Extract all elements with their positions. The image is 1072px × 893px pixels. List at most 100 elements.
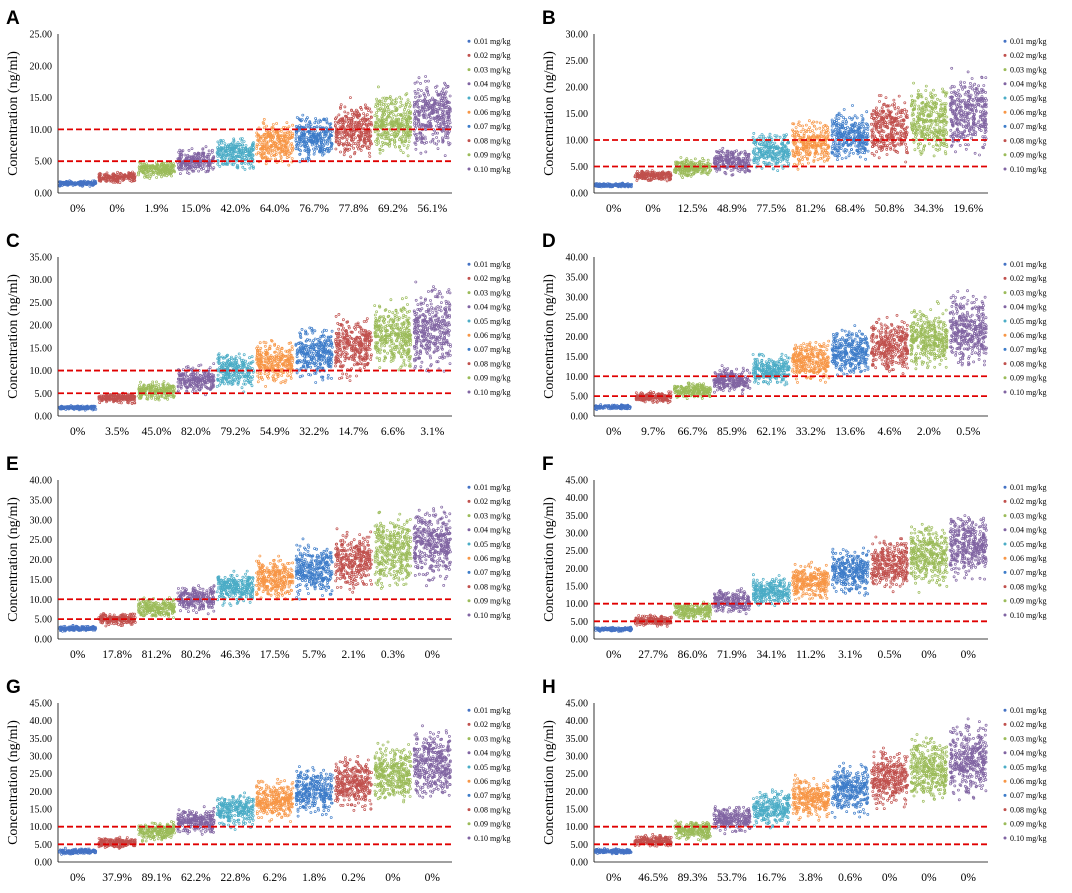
data-point (69, 179, 73, 183)
data-point (850, 141, 854, 145)
data-point (898, 143, 902, 147)
data-point (913, 99, 917, 103)
data-point (382, 110, 386, 114)
data-point (935, 143, 939, 147)
data-point (803, 149, 807, 153)
data-point (280, 149, 284, 153)
data-point (690, 173, 694, 176)
data-point (117, 174, 121, 178)
data-point (377, 109, 380, 112)
data-point (311, 132, 315, 136)
data-point (939, 141, 943, 145)
data-point (362, 116, 366, 120)
data-point (162, 161, 165, 165)
data-point (354, 136, 357, 140)
data-point (768, 132, 772, 136)
data-point (217, 142, 221, 146)
data-point (128, 173, 132, 177)
data-point (803, 155, 807, 159)
data-point (913, 105, 916, 109)
data-point (111, 180, 115, 184)
data-point (150, 164, 154, 168)
data-point (795, 133, 798, 137)
series-10-points (412, 75, 452, 158)
percentage-label: 1.9% (145, 203, 169, 215)
data-point (414, 126, 417, 130)
data-point (342, 153, 346, 157)
data-point (290, 157, 294, 160)
data-point (207, 155, 210, 159)
data-point (402, 123, 405, 127)
data-point (877, 94, 881, 97)
data-point (877, 113, 881, 116)
data-point (776, 153, 779, 157)
data-point (362, 138, 366, 142)
data-point (378, 122, 381, 126)
data-point (364, 119, 368, 123)
data-point (761, 153, 765, 157)
data-point (204, 145, 208, 149)
data-point (310, 143, 314, 147)
data-point (395, 120, 399, 124)
data-point (235, 154, 239, 158)
data-point (885, 104, 888, 108)
data-point (240, 139, 244, 143)
data-point (685, 173, 689, 177)
data-point (343, 119, 346, 123)
data-point (291, 133, 295, 137)
data-point (795, 129, 798, 133)
data-point (409, 110, 412, 114)
data-point (257, 139, 261, 143)
data-point (845, 148, 849, 152)
data-point (352, 128, 356, 131)
data-point (827, 156, 831, 160)
data-point (930, 99, 934, 103)
data-point (400, 119, 404, 123)
data-point (375, 123, 379, 127)
data-point (198, 160, 202, 164)
data-point (734, 166, 738, 170)
data-point (879, 112, 883, 116)
data-point (260, 146, 264, 150)
data-point (420, 89, 423, 92)
data-point (368, 151, 371, 155)
data-point (851, 104, 854, 107)
series-4-points (176, 145, 216, 176)
data-point (376, 132, 380, 136)
data-point (423, 141, 426, 145)
data-point (932, 110, 935, 113)
data-point (431, 137, 435, 141)
percentage-label: 56.1% (417, 203, 447, 215)
data-point (870, 112, 874, 116)
data-point (200, 162, 204, 166)
data-point (870, 129, 874, 132)
data-point (430, 111, 434, 115)
data-point (367, 139, 371, 143)
data-point (874, 142, 878, 146)
data-point (397, 130, 401, 134)
data-point (149, 174, 153, 178)
data-point (349, 155, 353, 159)
data-point (882, 142, 886, 145)
data-point (280, 127, 284, 131)
data-point (345, 137, 349, 141)
data-point (858, 155, 862, 159)
data-point (925, 130, 929, 134)
data-point (234, 150, 238, 154)
data-point (433, 102, 437, 105)
data-point (779, 142, 783, 146)
data-point (159, 169, 162, 173)
data-point (875, 125, 878, 129)
data-point (236, 151, 240, 155)
data-point (932, 134, 936, 137)
data-point (437, 122, 440, 125)
data-point (877, 156, 881, 160)
data-point (896, 116, 900, 119)
series-7-points (294, 113, 334, 164)
data-point (818, 135, 822, 138)
data-point (726, 162, 730, 166)
data-point (817, 140, 821, 144)
data-point (327, 149, 331, 153)
data-point (636, 177, 639, 181)
data-point (390, 124, 393, 128)
